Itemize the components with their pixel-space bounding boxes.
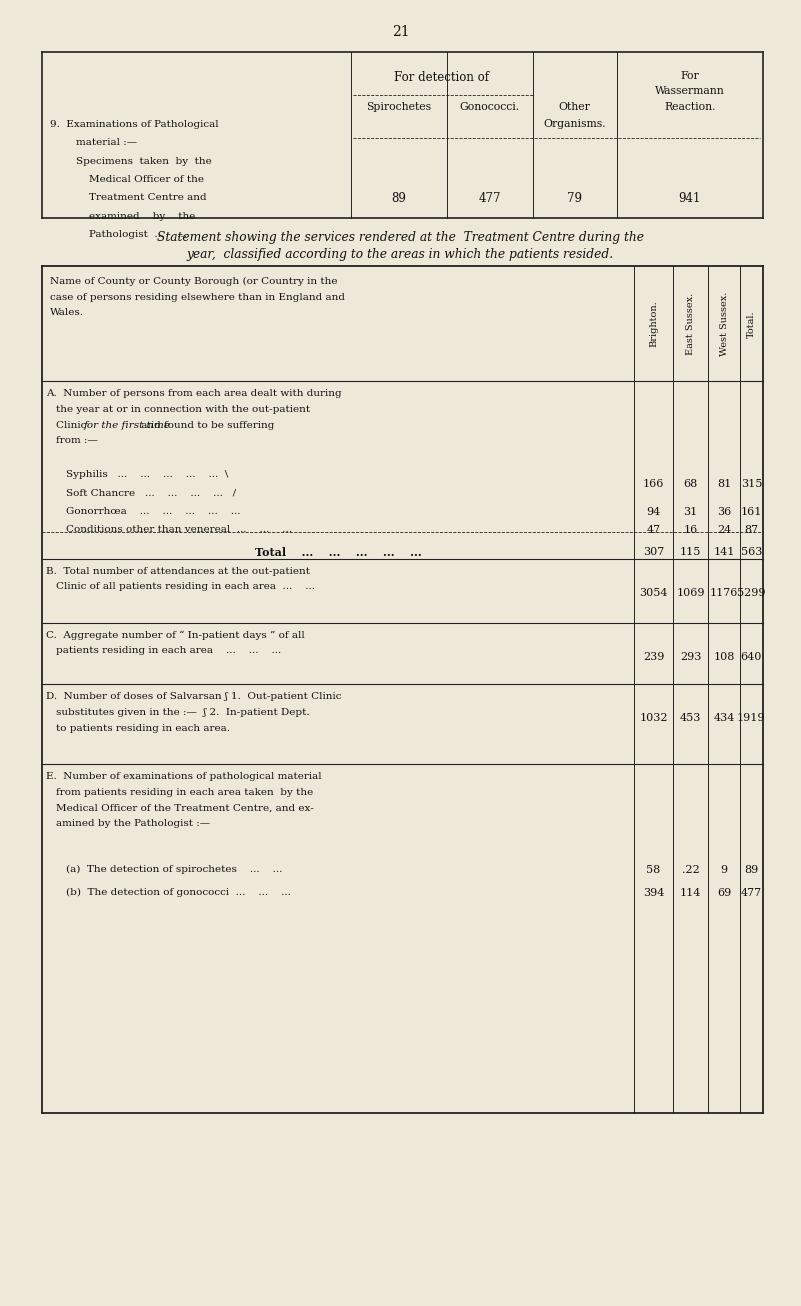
Text: Medical Officer of the Treatment Centre, and ex-: Medical Officer of the Treatment Centre,… <box>56 803 314 812</box>
Text: Organisms.: Organisms. <box>543 119 606 129</box>
Text: 47: 47 <box>646 525 661 535</box>
Text: Gonorrhœa    ...    ...    ...    ...    ...: Gonorrhœa ... ... ... ... ... <box>66 507 240 516</box>
Text: Total    ...    ...    ...    ...    ...: Total ... ... ... ... ... <box>255 547 421 558</box>
Text: Treatment Centre and: Treatment Centre and <box>50 193 207 202</box>
Text: Clinic of all patients residing in each area  ...    ...: Clinic of all patients residing in each … <box>56 582 315 592</box>
Text: case of persons residing elsewhere than in England and: case of persons residing elsewhere than … <box>50 293 344 302</box>
Text: 640: 640 <box>741 652 762 662</box>
Text: Pathologist  ...    ...: Pathologist ... ... <box>50 230 187 239</box>
Text: For: For <box>680 71 699 81</box>
Text: D.  Number of doses of Salvarsan ʃ 1.  Out-patient Clinic: D. Number of doses of Salvarsan ʃ 1. Out… <box>46 692 342 701</box>
Text: (b)  The detection of gonococci  ...    ...    ...: (b) The detection of gonococci ... ... .… <box>66 888 291 897</box>
Text: 1069: 1069 <box>676 588 705 598</box>
Text: 89: 89 <box>392 192 406 205</box>
Text: year,  classified according to the areas in which the patients resided.: year, classified according to the areas … <box>187 248 614 261</box>
Text: 9: 9 <box>721 865 727 875</box>
Text: for the first time: for the first time <box>83 421 171 430</box>
Text: Conditions other than venereal  ...    ...    ...: Conditions other than venereal ... ... .… <box>66 525 292 534</box>
Text: Reaction.: Reaction. <box>664 102 715 112</box>
Text: amined by the Pathologist :—: amined by the Pathologist :— <box>56 819 210 828</box>
Text: 31: 31 <box>683 507 698 517</box>
Text: patients residing in each area    ...    ...    ...: patients residing in each area ... ... .… <box>56 646 281 656</box>
Text: Clinic: Clinic <box>56 421 90 430</box>
Text: 239: 239 <box>643 652 664 662</box>
Text: 1032: 1032 <box>639 713 668 724</box>
Text: from patients residing in each area taken  by the: from patients residing in each area take… <box>56 788 313 797</box>
Text: 5299: 5299 <box>737 588 766 598</box>
Text: Spirochetes: Spirochetes <box>366 102 432 112</box>
Text: 58: 58 <box>646 865 661 875</box>
Text: For detection of: For detection of <box>394 71 489 84</box>
Text: 394: 394 <box>643 888 664 899</box>
Text: 87: 87 <box>744 525 759 535</box>
Text: from :—: from :— <box>56 436 98 445</box>
Text: 293: 293 <box>680 652 701 662</box>
Text: 141: 141 <box>714 547 735 558</box>
Text: 453: 453 <box>680 713 701 724</box>
Text: 1176: 1176 <box>710 588 739 598</box>
Text: Syphilis   ...    ...    ...    ...    ...  \: Syphilis ... ... ... ... ... \ <box>66 470 228 479</box>
Text: and found to be suffering: and found to be suffering <box>138 421 274 430</box>
Text: 68: 68 <box>683 479 698 490</box>
Text: Soft Chancre   ...    ...    ...    ...   /: Soft Chancre ... ... ... ... / <box>66 488 235 498</box>
Text: 1919: 1919 <box>737 713 766 724</box>
Text: 941: 941 <box>678 192 701 205</box>
Text: A.  Number of persons from each area dealt with during: A. Number of persons from each area deal… <box>46 389 342 398</box>
Text: Statement showing the services rendered at the  Treatment Centre during the: Statement showing the services rendered … <box>157 231 644 244</box>
Text: examined    by    the: examined by the <box>50 212 195 221</box>
Text: 81: 81 <box>717 479 731 490</box>
Text: Total.: Total. <box>747 310 756 338</box>
Text: 21: 21 <box>392 25 409 39</box>
Text: 79: 79 <box>567 192 582 205</box>
Text: .22: .22 <box>682 865 699 875</box>
Text: 89: 89 <box>744 865 759 875</box>
Text: C.  Aggregate number of “ In-patient days ” of all: C. Aggregate number of “ In-patient days… <box>46 631 305 640</box>
Text: 477: 477 <box>741 888 762 899</box>
Text: (a)  The detection of spirochetes    ...    ...: (a) The detection of spirochetes ... ... <box>66 865 282 874</box>
Text: Medical Officer of the: Medical Officer of the <box>50 175 203 184</box>
Text: East Sussex.: East Sussex. <box>686 293 695 355</box>
Text: substitutes given in the :—  ʃ 2.  In-patient Dept.: substitutes given in the :— ʃ 2. In-pati… <box>56 708 310 717</box>
Text: Brighton.: Brighton. <box>649 300 658 347</box>
Text: to patients residing in each area.: to patients residing in each area. <box>56 724 230 733</box>
Text: 94: 94 <box>646 507 661 517</box>
Text: Other: Other <box>559 102 590 112</box>
Text: E.  Number of examinations of pathological material: E. Number of examinations of pathologica… <box>46 772 322 781</box>
Text: B.  Total number of attendances at the out-patient: B. Total number of attendances at the ou… <box>46 567 311 576</box>
Text: the year at or in connection with the out-patient: the year at or in connection with the ou… <box>56 405 310 414</box>
Text: Name of County or County Borough (or Country in the: Name of County or County Borough (or Cou… <box>50 277 337 286</box>
Text: 166: 166 <box>643 479 664 490</box>
Text: 114: 114 <box>680 888 701 899</box>
Text: Wassermann: Wassermann <box>654 86 725 97</box>
Text: 108: 108 <box>714 652 735 662</box>
Text: 16: 16 <box>683 525 698 535</box>
Text: 161: 161 <box>741 507 762 517</box>
Text: 24: 24 <box>717 525 731 535</box>
Text: 3054: 3054 <box>639 588 668 598</box>
Text: Specimens  taken  by  the: Specimens taken by the <box>50 157 211 166</box>
Text: Gonococci.: Gonococci. <box>460 102 520 112</box>
Text: West Sussex.: West Sussex. <box>719 291 729 357</box>
Text: 115: 115 <box>680 547 701 558</box>
Text: Wales.: Wales. <box>50 308 83 317</box>
Text: material :—: material :— <box>50 138 137 148</box>
Text: 69: 69 <box>717 888 731 899</box>
Text: 477: 477 <box>478 192 501 205</box>
Text: 9.  Examinations of Pathological: 9. Examinations of Pathological <box>50 120 219 129</box>
Text: 36: 36 <box>717 507 731 517</box>
Text: 315: 315 <box>741 479 762 490</box>
Text: 434: 434 <box>714 713 735 724</box>
Text: 563: 563 <box>741 547 762 558</box>
Text: 307: 307 <box>643 547 664 558</box>
